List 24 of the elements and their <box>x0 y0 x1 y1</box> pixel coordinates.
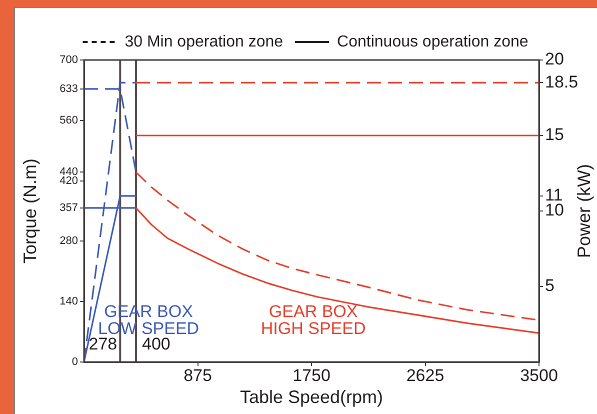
y-tick-label: 140 <box>60 296 78 308</box>
y2-tick-label: 5 <box>545 276 554 296</box>
y-tick-label: 357 <box>60 202 78 214</box>
y-tick-label: 633 <box>60 82 78 95</box>
x-axis-title: Table Speed(rpm) <box>240 387 384 408</box>
y-tick-label: 420 <box>60 174 78 187</box>
ref-line-label: 400 <box>142 334 170 354</box>
ref-line-label: 278 <box>88 334 118 354</box>
y-axis-title: Torque (N.m) <box>20 158 40 264</box>
y-tick-label: 0 <box>72 356 78 368</box>
x-tick-label: 875 <box>184 366 212 385</box>
series-label: GEAR BOX HIGH SPEED <box>260 302 366 338</box>
y2-tick-label: 15 <box>545 125 564 144</box>
legend-label: Continuous operation zone <box>337 33 528 50</box>
y2-axis-title: Power (kW) <box>574 164 594 258</box>
x-tick-label: 3500 <box>520 366 558 385</box>
y2-tick-label: 20 <box>545 50 564 69</box>
y-tick-label: 700 <box>60 54 78 66</box>
legend-label: 30 Min operation zone <box>124 33 284 50</box>
x-tick-label: 2625 <box>406 366 444 385</box>
y-tick-label: 560 <box>60 114 78 126</box>
y-tick-label: 280 <box>60 235 78 248</box>
x-tick-label: 1750 <box>292 366 330 385</box>
y2-tick-label: 18.5 <box>545 72 578 92</box>
